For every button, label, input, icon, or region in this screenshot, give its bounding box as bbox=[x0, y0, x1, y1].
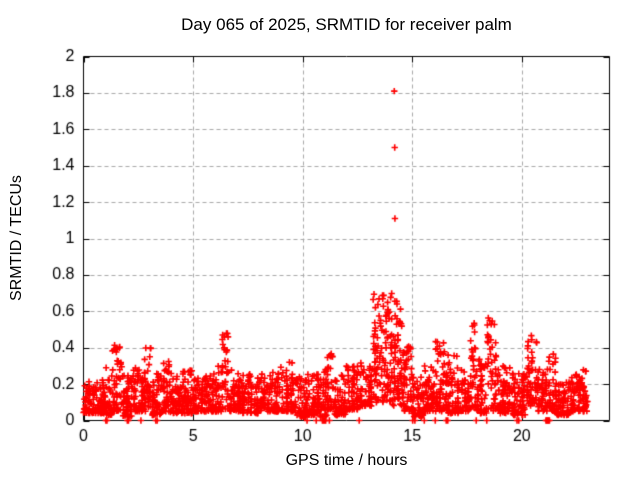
x-axis-label: GPS time / hours bbox=[285, 452, 408, 469]
y-axis-label: SRMTID / TECUs bbox=[8, 175, 25, 301]
chart-title: Day 065 of 2025, SRMTID for receiver pal… bbox=[181, 15, 512, 34]
